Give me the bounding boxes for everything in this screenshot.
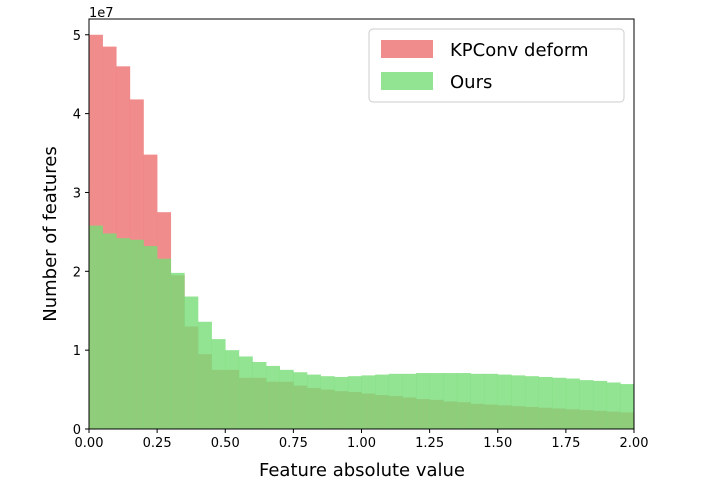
legend-swatch-kpconv-deform xyxy=(381,40,433,58)
y-tick-label: 5 xyxy=(73,29,81,44)
ours-bar xyxy=(470,373,485,429)
ours-bar xyxy=(565,378,580,429)
x-tick-label: 0.25 xyxy=(143,436,172,451)
ours-bar xyxy=(443,373,458,429)
ours-bar xyxy=(116,238,131,429)
y-tick-label: 3 xyxy=(73,186,81,201)
ours-bar xyxy=(552,377,567,429)
ours-bar xyxy=(402,373,417,429)
ours-bar xyxy=(102,233,117,429)
ours-bar xyxy=(279,369,294,429)
ours-bar xyxy=(170,272,185,429)
y-tick-label: 4 xyxy=(73,108,81,123)
y-tick-label: 2 xyxy=(73,265,81,280)
legend-label-ours: Ours xyxy=(450,72,492,93)
x-tick-label: 0.00 xyxy=(75,436,104,451)
ours-bar xyxy=(375,374,390,429)
legend-swatch-ours xyxy=(381,72,433,90)
ours-bar xyxy=(225,350,240,429)
ours-bar xyxy=(429,373,444,429)
ours-bar xyxy=(484,373,499,429)
ours-bar xyxy=(416,373,430,429)
ours-bar xyxy=(252,361,267,429)
ours-bar xyxy=(497,374,512,429)
x-axis-label: Feature absolute value xyxy=(259,460,465,481)
legend-label-kpconv-deform: KPConv deform xyxy=(450,40,589,61)
x-tick-label: 1.25 xyxy=(415,436,444,451)
ours-bars xyxy=(89,225,635,429)
x-axis-ticks: 0.00 0.25 0.50 0.75 1.00 1.25 1.50 1.75 2.00 xyxy=(75,429,649,451)
ours-bar xyxy=(511,375,526,429)
y-axis-ticks: 0 1 2 3 4 5 xyxy=(73,29,89,438)
ours-bar xyxy=(620,384,635,429)
y-offset-label: 1e7 xyxy=(89,6,114,21)
ours-bar xyxy=(606,382,621,429)
ours-bar xyxy=(361,375,376,429)
ours-bar xyxy=(347,376,362,429)
ours-bar xyxy=(238,356,253,429)
ours-bar xyxy=(579,380,594,429)
ours-bar xyxy=(320,376,335,429)
ours-bar xyxy=(593,380,608,429)
ours-bar xyxy=(143,246,158,429)
x-tick-label: 0.50 xyxy=(211,436,240,451)
ours-bar xyxy=(198,321,212,429)
ours-bar xyxy=(89,225,103,429)
ours-bar xyxy=(334,376,349,429)
ours-bar xyxy=(266,365,281,429)
ours-bar xyxy=(456,373,471,429)
y-tick-label: 1 xyxy=(73,344,81,359)
ours-bar xyxy=(157,258,172,429)
ours-bar xyxy=(307,374,321,429)
ours-bar xyxy=(525,376,539,429)
ours-bar xyxy=(211,339,226,429)
legend: KPConv deform Ours xyxy=(368,28,625,103)
ours-bar xyxy=(388,373,403,429)
x-tick-label: 2.00 xyxy=(620,436,649,451)
ours-bar xyxy=(184,296,199,429)
y-axis-label: Number of features xyxy=(40,146,61,321)
x-tick-label: 1.00 xyxy=(347,436,376,451)
ours-bar xyxy=(538,376,553,429)
ours-bar xyxy=(129,239,144,429)
x-tick-label: 1.50 xyxy=(483,436,512,451)
x-tick-label: 0.75 xyxy=(279,436,308,451)
y-tick-label: 0 xyxy=(73,423,81,438)
ours-bar xyxy=(293,372,308,429)
x-tick-label: 1.75 xyxy=(551,436,580,451)
